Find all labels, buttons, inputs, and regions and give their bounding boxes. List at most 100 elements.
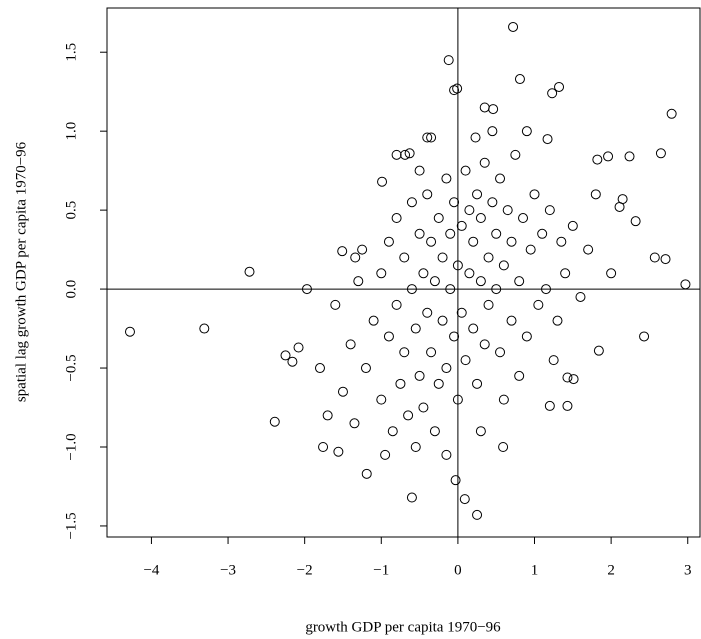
point	[666, 108, 677, 119]
point	[441, 449, 452, 460]
point	[475, 276, 486, 287]
point	[269, 416, 280, 427]
point	[498, 260, 509, 271]
point	[592, 154, 603, 165]
point	[468, 236, 479, 247]
point	[422, 189, 433, 200]
point	[450, 475, 461, 486]
point	[426, 347, 437, 358]
point	[479, 157, 490, 168]
point	[322, 410, 333, 421]
point	[472, 189, 483, 200]
point	[472, 509, 483, 520]
point	[441, 363, 452, 374]
point	[429, 276, 440, 287]
y-tick-label: 1.0	[63, 122, 79, 141]
point	[449, 85, 460, 96]
x-tick-label: −2	[297, 562, 313, 578]
point	[404, 148, 415, 159]
point	[426, 132, 437, 143]
point	[350, 252, 361, 263]
point	[318, 441, 329, 452]
point	[449, 197, 460, 208]
point	[479, 339, 490, 350]
point	[360, 363, 371, 374]
point	[445, 284, 456, 295]
point	[376, 268, 387, 279]
point	[406, 284, 417, 295]
point	[649, 252, 660, 263]
point	[548, 355, 559, 366]
point	[590, 189, 601, 200]
point	[380, 449, 391, 460]
point	[544, 205, 555, 216]
point	[537, 228, 548, 239]
point	[630, 216, 641, 227]
point	[680, 279, 691, 290]
point	[575, 291, 586, 302]
point	[314, 363, 325, 374]
point	[464, 205, 475, 216]
point	[521, 126, 532, 137]
point	[547, 88, 558, 99]
point	[560, 268, 571, 279]
point	[487, 197, 498, 208]
point	[443, 55, 454, 66]
point	[383, 331, 394, 342]
point	[429, 426, 440, 437]
point	[593, 345, 604, 356]
point	[422, 307, 433, 318]
point	[552, 315, 563, 326]
x-axis-title: growth GDP per capita 1970−96	[305, 619, 501, 635]
point	[498, 394, 509, 405]
point	[244, 266, 255, 277]
point	[124, 326, 135, 337]
point	[525, 244, 536, 255]
point	[521, 331, 532, 342]
point	[495, 347, 506, 358]
point	[554, 81, 565, 92]
point	[459, 494, 470, 505]
point	[655, 148, 666, 159]
point	[426, 236, 437, 247]
point	[470, 132, 481, 143]
x-tick-label: −3	[220, 562, 236, 578]
point	[414, 165, 425, 176]
point	[353, 276, 364, 287]
point	[280, 350, 291, 361]
point	[452, 394, 463, 405]
point	[368, 315, 379, 326]
point	[529, 189, 540, 200]
y-tick-label: 0.5	[63, 201, 79, 220]
point	[422, 132, 433, 143]
point	[603, 151, 614, 162]
x-tick-label: 1	[531, 562, 539, 578]
point	[475, 213, 486, 224]
point	[614, 201, 625, 212]
point	[483, 299, 494, 310]
y-tick-label: −0.5	[63, 354, 79, 381]
point	[437, 252, 448, 263]
point	[562, 400, 573, 411]
point	[391, 213, 402, 224]
x-tick-label: 2	[607, 562, 615, 578]
point	[510, 149, 521, 160]
point	[287, 356, 298, 367]
point	[483, 252, 494, 263]
point	[472, 378, 483, 389]
point	[399, 347, 410, 358]
point	[514, 370, 525, 381]
point	[514, 74, 525, 85]
point	[301, 284, 312, 295]
point	[468, 323, 479, 334]
point	[567, 220, 578, 231]
point	[544, 400, 555, 411]
point	[502, 205, 513, 216]
point	[533, 299, 544, 310]
point	[491, 284, 502, 295]
x-tick-label: 3	[684, 562, 692, 578]
point	[606, 268, 617, 279]
point	[506, 315, 517, 326]
point	[403, 410, 414, 421]
